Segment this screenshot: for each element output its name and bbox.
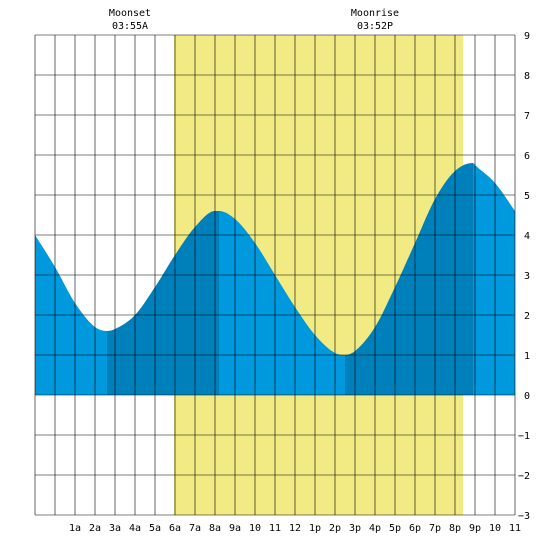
- x-tick-label: 1a: [69, 523, 81, 534]
- x-tick-label: 7a: [189, 523, 201, 534]
- moon-events: Moonset 03:55A Moonrise 03:52P: [109, 8, 399, 32]
- x-tick-label: 10: [489, 523, 501, 534]
- x-tick-label: 8a: [209, 523, 221, 534]
- x-tick-label: 6a: [169, 523, 181, 534]
- tide-falling-segment: [219, 211, 345, 395]
- moonset-label: Moonset: [109, 8, 151, 19]
- x-tick-label: 7p: [429, 523, 441, 534]
- tide-falling-segment: [473, 163, 515, 395]
- x-tick-label: 4p: [369, 523, 381, 534]
- moonrise-time: 03:52P: [357, 21, 393, 32]
- x-tick-label: 9a: [229, 523, 241, 534]
- y-tick-label: 3: [524, 271, 530, 282]
- x-tick-label: 5a: [149, 523, 161, 534]
- y-tick-label: 2: [524, 311, 530, 322]
- y-tick-label: 1: [524, 351, 530, 362]
- moonrise-label: Moonrise: [351, 8, 399, 19]
- x-tick-label: 5p: [389, 523, 401, 534]
- y-axis: 9 8 7 6 5 4 3 2 1 0 −1 −2 −3: [518, 31, 530, 522]
- x-tick-label: 11: [509, 523, 521, 534]
- x-tick-label: 11: [269, 523, 281, 534]
- y-tick-label: 8: [524, 71, 530, 82]
- x-axis: 1a 2a 3a 4a 5a 6a 7a 8a 9a 10 11 12 1p 2p 3p 4p 5p 6p 7p 8p…: [69, 523, 521, 534]
- x-tick-label: 3p: [349, 523, 361, 534]
- y-tick-label: 7: [524, 111, 530, 122]
- tide-rising-segment: [345, 163, 473, 395]
- y-tick-label: 5: [524, 191, 530, 202]
- y-tick-label: 4: [524, 231, 530, 242]
- x-tick-label: 6p: [409, 523, 421, 534]
- plot-area: [34, 34, 516, 516]
- y-tick-label: −2: [518, 471, 530, 482]
- x-tick-label: 12: [289, 523, 301, 534]
- moonset-time: 03:55A: [112, 21, 148, 32]
- x-tick-label: 3a: [109, 523, 121, 534]
- x-tick-label: 9p: [469, 523, 481, 534]
- x-tick-label: 2p: [329, 523, 341, 534]
- x-tick-label: 8p: [449, 523, 461, 534]
- y-tick-label: −3: [518, 511, 530, 522]
- y-tick-label: 6: [524, 151, 530, 162]
- y-tick-label: 9: [524, 31, 530, 42]
- y-tick-label: −1: [518, 431, 530, 442]
- x-tick-label: 4a: [129, 523, 141, 534]
- x-tick-label: 2a: [89, 523, 101, 534]
- x-tick-label: 10: [249, 523, 261, 534]
- x-tick-label: 1p: [309, 523, 321, 534]
- y-tick-label: 0: [524, 391, 530, 402]
